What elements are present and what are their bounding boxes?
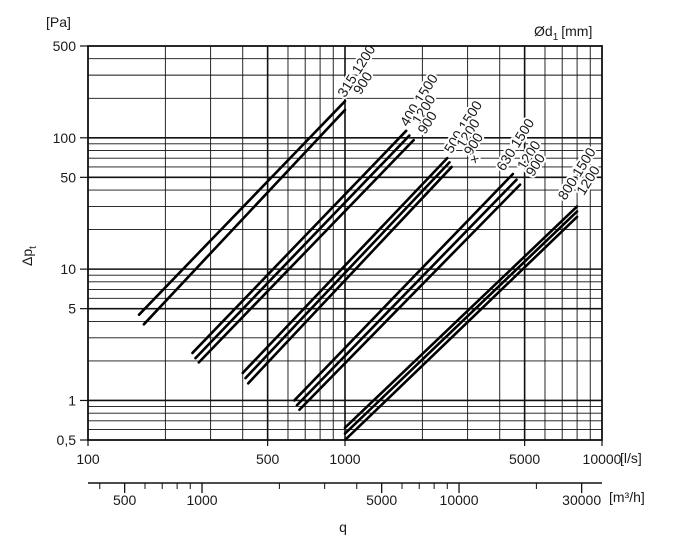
y-axis-subscript: t [28,246,39,249]
series-line [194,134,411,360]
x-tick-label: 100 [76,451,100,467]
x2-tick-label: 30000 [562,492,601,508]
x-tick-label: 1000 [329,451,360,467]
series-lines [137,99,579,442]
y-axis-label: Δpt [19,246,39,266]
series-line [246,165,453,385]
series-line [343,215,579,442]
y-unit-label: [Pa] [46,14,71,30]
x2-tick-label: 1000 [186,492,217,508]
x-unit-label: [l/s] [620,450,642,466]
series-line [197,138,415,364]
y-tick-label: 5 [68,301,76,317]
y-tick-label: 10 [60,261,76,277]
y-axis-symbol: Δp [19,249,35,266]
series-line [137,99,347,316]
x2-unit-label: [m³/h] [609,489,645,505]
axes: 500 100 50 10 5 1 0,5 100 500 1000 5000 10000 500 100… [53,38,622,508]
diameter-unit: [mm] [561,23,592,39]
grid [88,46,602,440]
x2-tick-label: 5000 [366,492,397,508]
series-line [244,161,451,380]
series-line [343,210,579,435]
diameter-symbol: Ød [534,23,553,39]
x-tick-label: 5000 [509,451,540,467]
x-tick-label: 10000 [583,451,622,467]
x-axis-label: q [339,519,347,535]
series-line [191,129,408,355]
y-tick-label: 500 [53,38,77,54]
series-line [343,205,579,430]
series-line [293,172,515,402]
x2-tick-label: 10000 [440,492,479,508]
series-line [295,178,518,407]
series-line [241,156,449,375]
x-tick-label: 500 [256,451,280,467]
diameter-subscript: 1 [553,32,559,43]
series-line [298,183,522,412]
y-tick-label: 50 [60,169,76,185]
y-tick-label: 0,5 [57,432,77,448]
series-line [142,108,347,326]
y-tick-label: 100 [53,130,77,146]
y-tick-label: 1 [68,392,76,408]
x2-tick-label: 500 [113,492,137,508]
diameter-label: Ød1 [mm] [534,23,592,43]
